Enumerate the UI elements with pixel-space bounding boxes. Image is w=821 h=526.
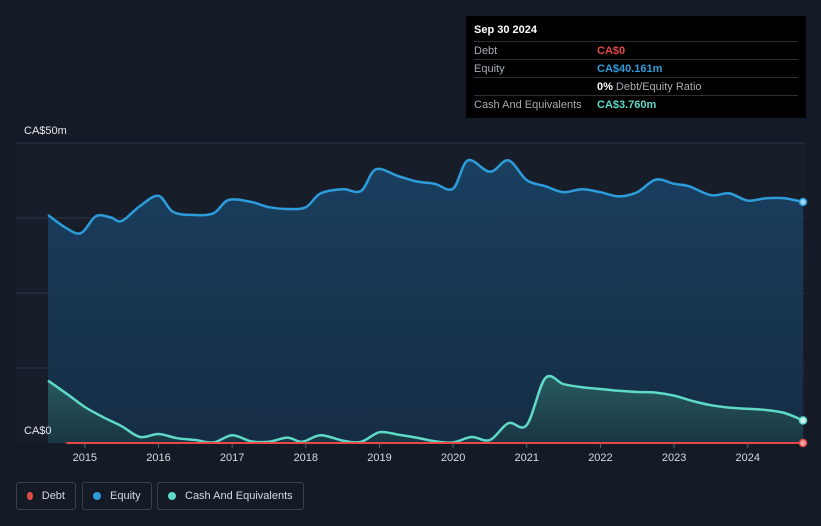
tooltip-debt-value: CA$0 bbox=[597, 44, 626, 57]
tooltip-cash-value: CA$3.760m bbox=[597, 98, 657, 111]
legend-cash-label: Cash And Equivalents bbox=[185, 490, 293, 502]
legend-item-debt[interactable]: Debt bbox=[16, 482, 76, 510]
data-tooltip: Sep 30 2024 Debt CA$0 Equity CA$40.161m … bbox=[466, 16, 806, 118]
x-axis-ticks: 2015 2016 2017 2018 2019 2020 2021 2022 2023 2024 bbox=[73, 443, 760, 464]
y-axis-max-label: CA$50m bbox=[24, 125, 67, 137]
x-tick-label: 2020 bbox=[441, 452, 465, 464]
tooltip-equity-value: CA$40.161m bbox=[597, 62, 663, 75]
tooltip-row-ratio: 0% Debt/Equity Ratio bbox=[474, 77, 798, 95]
debt-end-marker bbox=[798, 438, 808, 448]
series-lines bbox=[47, 158, 808, 448]
legend-item-equity[interactable]: Equity bbox=[82, 482, 152, 510]
equity-end-marker bbox=[798, 197, 808, 207]
tooltip-ratio-value: 0% bbox=[597, 80, 613, 93]
tooltip-row-debt: Debt CA$0 bbox=[474, 41, 798, 59]
cash-area bbox=[48, 376, 803, 443]
cash-dot-icon bbox=[168, 492, 176, 500]
debt-dot-icon bbox=[27, 492, 33, 500]
tooltip-row-equity: Equity CA$40.161m bbox=[474, 59, 798, 77]
cash-line bbox=[47, 374, 804, 444]
x-tick-label: 2018 bbox=[294, 452, 318, 464]
y-axis-min-label: CA$0 bbox=[24, 425, 52, 437]
x-tick-label: 2022 bbox=[588, 452, 612, 464]
equity-dot-icon bbox=[93, 492, 101, 500]
series-areas bbox=[48, 160, 803, 443]
cash-end-marker bbox=[798, 416, 808, 425]
tooltip-equity-label: Equity bbox=[474, 62, 505, 75]
x-tick-label: 2023 bbox=[662, 452, 686, 464]
x-tick-label: 2024 bbox=[736, 452, 760, 464]
legend-equity-label: Equity bbox=[110, 490, 141, 502]
tooltip-cash-label: Cash And Equivalents bbox=[474, 98, 582, 111]
tooltip-debt-label: Debt bbox=[474, 44, 498, 57]
tooltip-ratio-suffix: Debt/Equity Ratio bbox=[615, 80, 702, 93]
legend-item-cash[interactable]: Cash And Equivalents bbox=[157, 482, 304, 510]
x-tick-label: 2017 bbox=[220, 452, 244, 464]
x-tick-label: 2021 bbox=[515, 452, 539, 464]
legend-debt-label: Debt bbox=[41, 490, 65, 502]
x-tick-label: 2016 bbox=[146, 452, 170, 464]
equity-line bbox=[47, 158, 804, 235]
tooltip-date: Sep 30 2024 bbox=[474, 24, 537, 36]
x-tick-label: 2015 bbox=[73, 452, 97, 464]
equity-area bbox=[48, 160, 803, 443]
x-tick-label: 2019 bbox=[367, 452, 391, 464]
tooltip-row-cash: Cash And Equivalents CA$3.760m bbox=[474, 95, 798, 113]
